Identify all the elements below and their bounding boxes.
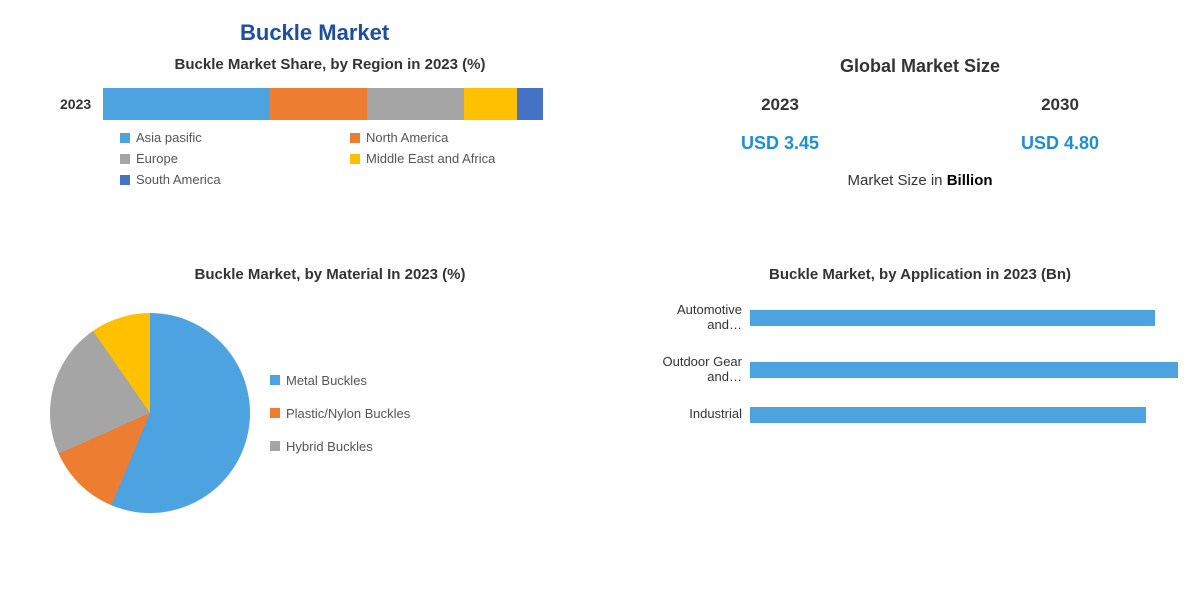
- stacked-segment: [367, 88, 464, 120]
- hbar-fill: [750, 310, 1155, 326]
- hbar-fill: [750, 362, 1178, 378]
- legend-swatch: [270, 375, 280, 385]
- legend-item: Hybrid Buckles: [270, 439, 410, 454]
- legend-label: Metal Buckles: [286, 373, 367, 388]
- hbars: Automotive and… Outdoor Gear and… Industri…: [650, 303, 1200, 423]
- application-bar-chart: Buckle Market, by Application in 2023 (B…: [640, 266, 1200, 546]
- stacked-segment: [103, 88, 270, 120]
- market-size-year-0: 2023: [761, 95, 799, 115]
- legend-label: South America: [136, 172, 221, 187]
- market-size-value-0: USD 3.45: [741, 133, 819, 154]
- stacked-segment: [517, 88, 543, 120]
- legend-swatch: [270, 441, 280, 451]
- hbar-track: [750, 407, 1200, 423]
- hbar-label: Outdoor Gear and…: [650, 355, 750, 385]
- legend-swatch: [270, 408, 280, 418]
- application-chart-title: Buckle Market, by Application in 2023 (B…: [640, 266, 1200, 283]
- hbar-track: [750, 362, 1200, 378]
- legend-label: Plastic/Nylon Buckles: [286, 406, 410, 421]
- legend-label: Middle East and Africa: [366, 151, 495, 166]
- material-chart-title: Buckle Market, by Material In 2023 (%): [40, 266, 620, 283]
- market-size-year-1: 2030: [1041, 95, 1079, 115]
- legend-swatch: [120, 133, 130, 143]
- legend-swatch: [120, 175, 130, 185]
- stacked-segment: [270, 88, 367, 120]
- legend-label: North America: [366, 130, 448, 145]
- legend-item: Europe: [120, 151, 320, 166]
- legend-label: Asia pasific: [136, 130, 202, 145]
- legend-swatch: [120, 154, 130, 164]
- legend-swatch: [350, 133, 360, 143]
- hbar-fill: [750, 407, 1146, 423]
- page-title: Buckle Market: [240, 20, 1160, 46]
- stacked-bar: [103, 88, 543, 120]
- hbar-label: Industrial: [650, 407, 750, 422]
- pie-legend: Metal Buckles Plastic/Nylon Buckles Hybrid…: [270, 373, 410, 454]
- pie: [50, 313, 250, 513]
- region-chart-title: Buckle Market Share, by Region in 2023 (…: [40, 56, 620, 73]
- hbar-track: [750, 310, 1200, 326]
- legend-item: Middle East and Africa: [350, 151, 550, 166]
- market-size-title: Global Market Size: [640, 56, 1200, 77]
- hbar-row: Industrial: [650, 407, 1200, 423]
- region-row-label: 2023: [60, 96, 91, 112]
- market-size-panel: Global Market Size 2023 2030 USD 3.45 US…: [640, 56, 1200, 256]
- legend-item: South America: [120, 172, 320, 187]
- legend-item: North America: [350, 130, 550, 145]
- legend-label: Hybrid Buckles: [286, 439, 373, 454]
- legend-label: Europe: [136, 151, 178, 166]
- legend-item: Metal Buckles: [270, 373, 410, 388]
- legend-item: Asia pasific: [120, 130, 320, 145]
- stacked-segment: [464, 88, 517, 120]
- hbar-label: Automotive and…: [650, 303, 750, 333]
- market-size-value-1: USD 4.80: [1021, 133, 1099, 154]
- legend-swatch: [350, 154, 360, 164]
- material-pie-chart: Buckle Market, by Material In 2023 (%) M…: [40, 266, 620, 546]
- hbar-row: Outdoor Gear and…: [650, 355, 1200, 385]
- legend-item: Plastic/Nylon Buckles: [270, 406, 410, 421]
- region-legend: Asia pasific North America Europe Middle Ea…: [120, 130, 620, 187]
- market-size-footer: Market Size in Billion: [640, 172, 1200, 189]
- hbar-row: Automotive and…: [650, 303, 1200, 333]
- region-share-chart: Buckle Market Share, by Region in 2023 (…: [40, 56, 620, 256]
